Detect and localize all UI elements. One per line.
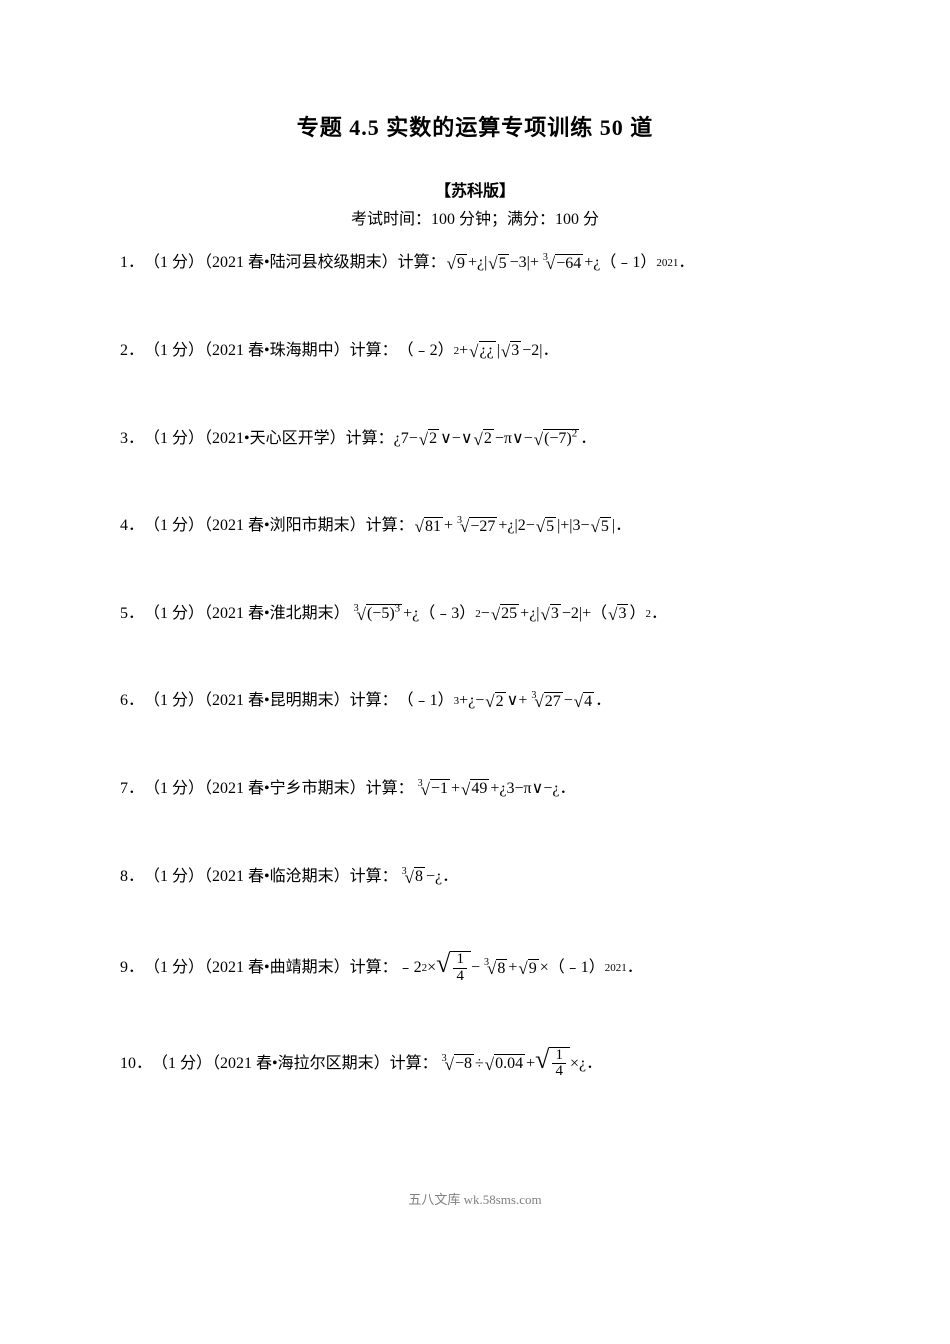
problem-number: 4． [120, 513, 144, 539]
problem-3: 3． （1 分）（2021•天心区开学）计算： ¿7−√2∨−∨√2−π∨− √… [120, 426, 830, 452]
problem-9: 9． （1 分）（2021 春•曲靖期末）计算： ﹣22× √14 −3√8+ … [120, 951, 830, 985]
exam-info: 考试时间：100 分钟；满分：100 分 [120, 207, 830, 233]
problem-meta: （1 分）（2021 春•临沧期末）计算： [144, 864, 398, 890]
problem-meta: （1 分）（2021 春•海拉尔区期末）计算： [152, 1051, 438, 1077]
problem-1: 1． （1 分）（2021 春•陆河县校级期末）计算： √9 +¿|√5−3|+… [120, 250, 830, 276]
problem-number: 5． [120, 601, 144, 627]
problem-meta: （1 分）（2021 春•珠海期中）计算： [144, 338, 398, 364]
edition-label: 【苏科版】 [120, 179, 830, 205]
problem-expression: 3√8−¿． [398, 864, 458, 890]
problem-meta: （1 分）（2021•天心区开学）计算： [144, 426, 394, 452]
problem-10: 10． （1 分）（2021 春•海拉尔区期末）计算： 3√−8÷ √0.04+… [120, 1047, 830, 1081]
problem-number: 1． [120, 250, 144, 276]
problem-expression: ¿7−√2∨−∨√2−π∨− √(−7)2． [394, 426, 597, 452]
page-title: 专题 4.5 实数的运算专项训练 50 道 [120, 110, 830, 145]
problem-7: 7． （1 分）（2021 春•宁乡市期末）计算： 3√−1+ √49+¿3−π… [120, 776, 830, 802]
problem-2: 2． （1 分）（2021 春•珠海期中）计算： （﹣2）2+ √¿¿|√3−2… [120, 338, 830, 364]
problem-meta: （1 分）（2021 春•陆河县校级期末）计算： [144, 250, 446, 276]
problem-expression: （﹣2）2+ √¿¿|√3−2|． [398, 338, 559, 364]
problem-number: 6． [120, 688, 144, 714]
problem-4: 4． （1 分）（2021 春•浏阳市期末）计算： √81+ 3√−27 +¿|… [120, 513, 830, 539]
page-footer: 五八文库 wk.58sms.com [0, 1190, 950, 1231]
problem-expression: （﹣1）3+¿−√2∨+ 3√27− √4． [398, 688, 611, 714]
problem-meta: （1 分）（2021 春•浏阳市期末）计算： [144, 513, 414, 539]
problem-number: 7． [120, 776, 144, 802]
problem-meta: （1 分）（2021 春•曲靖期末）计算： [144, 955, 398, 981]
problem-6: 6． （1 分）（2021 春•昆明期末）计算： （﹣1）3+¿−√2∨+ 3√… [120, 688, 830, 714]
problem-meta: （1 分）（2021 春•淮北期末） [144, 601, 350, 627]
problem-expression: ﹣22× √14 −3√8+ √9×（﹣1）2021． [398, 951, 643, 985]
problem-8: 8． （1 分）（2021 春•临沧期末）计算： 3√8−¿． [120, 864, 830, 890]
problem-meta: （1 分）（2021 春•昆明期末）计算： [144, 688, 398, 714]
problem-number: 2． [120, 338, 144, 364]
problem-expression: √81+ 3√−27 +¿|2−√5|+|3−√5|． [414, 513, 631, 539]
problem-number: 10． [120, 1051, 152, 1077]
problem-expression: 3√−1+ √49+¿3−π∨−¿． [414, 776, 576, 802]
problem-expression: √9 +¿|√5−3|+ 3√−64 +¿（﹣1）2021． [446, 250, 695, 276]
problem-expression: 3√−8÷ √0.04+ √14 ×¿． [438, 1047, 602, 1081]
problem-number: 8． [120, 864, 144, 890]
problem-number: 9． [120, 955, 144, 981]
problem-number: 3． [120, 426, 144, 452]
problem-5: 5． （1 分）（2021 春•淮北期末） 3√(−5)3 +¿（﹣3）2− √… [120, 601, 830, 627]
problem-expression: 3√(−5)3 +¿（﹣3）2− √25 +¿|√3−2|+（√3）2． [350, 601, 667, 627]
problem-meta: （1 分）（2021 春•宁乡市期末）计算： [144, 776, 414, 802]
